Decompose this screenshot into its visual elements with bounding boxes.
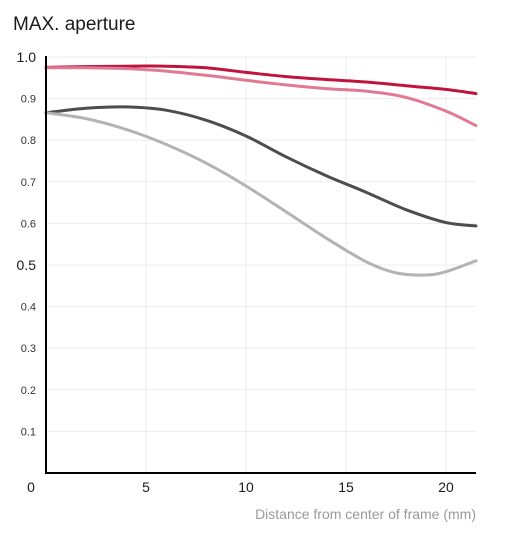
series-line-3 (44, 111, 478, 277)
grid (46, 56, 476, 473)
y-tick-label-4: 0.5 (17, 257, 37, 273)
axes (45, 56, 476, 474)
x-tick-label-3: 15 (338, 479, 354, 495)
y-tick-label-5: 0.6 (21, 218, 36, 230)
y-tick-label-3: 0.4 (21, 302, 36, 314)
x-tick-label-2: 10 (238, 479, 254, 495)
x-tick-labels: 0 5 10 15 20 (27, 479, 454, 495)
series-line-0 (44, 64, 478, 96)
x-tick-label-1: 5 (142, 479, 150, 495)
y-tick-label-9: 1.0 (17, 49, 37, 65)
x-tick-label-0: 0 (27, 479, 35, 495)
series-line-1 (44, 66, 478, 128)
y-tick-label-7: 0.8 (21, 135, 36, 147)
x-tick-label-4: 20 (438, 479, 454, 495)
x-axis-label: Distance from center of frame (mm) (255, 506, 476, 522)
y-tick-label-1: 0.2 (21, 385, 36, 397)
y-tick-labels: 0.1 0.2 0.3 0.4 0.5 0.6 0.7 0.8 0.9 1.0 (17, 49, 37, 438)
y-tick-label-8: 0.9 (21, 94, 36, 106)
y-tick-label-6: 0.7 (21, 177, 36, 189)
series-lines (44, 64, 478, 277)
y-tick-label-2: 0.3 (21, 343, 36, 355)
chart-title: MAX. aperture (13, 14, 136, 35)
y-tick-label-0: 0.1 (21, 426, 36, 438)
series-line-2 (44, 105, 478, 228)
